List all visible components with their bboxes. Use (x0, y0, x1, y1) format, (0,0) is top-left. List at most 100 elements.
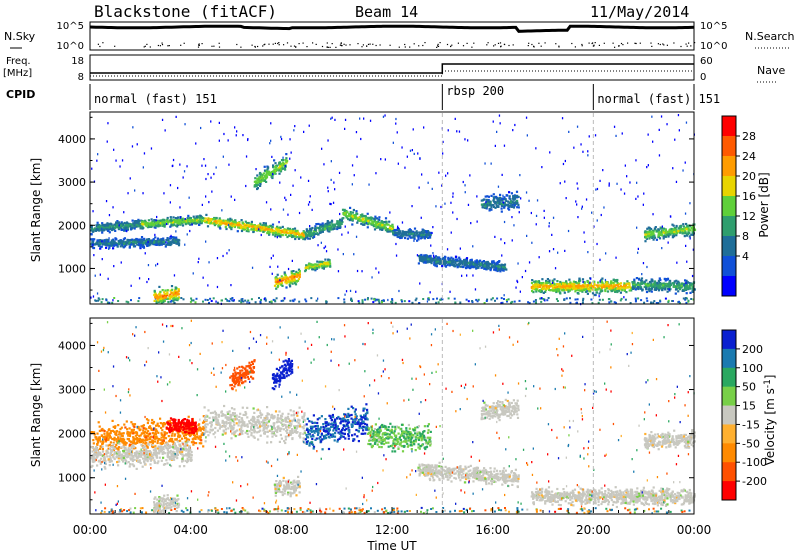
scatter-mark (501, 208, 503, 210)
scatter-mark (284, 274, 286, 276)
speckle-mark (581, 208, 582, 210)
nsearch-dot (345, 45, 346, 46)
scatter-mark (430, 258, 432, 260)
nsearch-dot (268, 44, 269, 45)
scatter-mark (312, 234, 314, 236)
scatter-mark (601, 284, 603, 286)
speckle-mark (205, 165, 206, 167)
scatter-mark (477, 267, 479, 269)
speckle-mark (577, 182, 578, 184)
speckle-mark (221, 209, 222, 211)
scatter-mark (504, 198, 506, 200)
scatter-mark (316, 227, 318, 229)
scatter-mark (371, 218, 373, 220)
speckle-mark (395, 118, 396, 120)
scatter-mark (625, 284, 627, 286)
nsearch-dot (528, 45, 529, 46)
speckle-mark (544, 210, 545, 212)
scatter-mark (258, 224, 260, 226)
speckle-mark (519, 174, 520, 176)
speckle-mark (310, 195, 311, 197)
nsearch-dot (198, 47, 199, 48)
speckle-mark (154, 234, 155, 236)
nsearch-dot (575, 46, 576, 47)
scatter-mark (336, 227, 338, 229)
scatter-mark (351, 223, 353, 225)
scatter-mark (295, 283, 297, 285)
speckle-mark (555, 267, 556, 269)
scatter-mark (138, 243, 140, 245)
scatter-mark (684, 286, 686, 288)
nsearch-dot (236, 44, 237, 45)
scatter-mark (321, 267, 323, 269)
scatter-mark (171, 289, 173, 291)
scatter-mark (175, 217, 177, 219)
nsearch-dot (145, 46, 146, 47)
scatter-mark (98, 297, 100, 299)
speckle-mark (92, 244, 93, 246)
speckle-mark (499, 115, 500, 117)
speckle-mark (236, 134, 237, 136)
scatter-mark (113, 241, 115, 243)
scatter-mark (270, 230, 272, 232)
nsearch-dot (279, 44, 280, 45)
nsearch-dot (328, 47, 329, 48)
speckle-mark (575, 200, 576, 202)
speckle-mark (605, 252, 606, 254)
scatter-mark (263, 222, 265, 224)
nsearch-dot (275, 43, 276, 44)
scatter-mark (201, 220, 203, 222)
scatter-mark (160, 300, 162, 302)
speckle-mark (353, 253, 354, 255)
scatter-mark (205, 218, 207, 220)
scatter-mark (328, 224, 330, 226)
scatter-mark (634, 282, 636, 284)
scatter-mark (409, 228, 411, 230)
scatter-mark (470, 266, 472, 268)
speckle-mark (113, 149, 114, 151)
nsearch-dot (294, 46, 295, 47)
scatter-mark (271, 301, 273, 303)
speckle-mark (614, 126, 615, 128)
scatter-mark (501, 211, 503, 213)
speckle-mark (527, 134, 528, 136)
speckle-mark (236, 130, 237, 132)
speckle-mark (615, 135, 616, 137)
scatter-mark (171, 240, 173, 242)
scatter-mark (170, 216, 172, 218)
scatter-mark (114, 227, 116, 229)
scatter-mark (367, 298, 369, 300)
scatter-mark (509, 195, 511, 197)
scatter-mark (251, 221, 253, 223)
scatter-mark (508, 191, 510, 193)
scatter-mark (571, 283, 573, 285)
speckle-mark (292, 260, 293, 262)
speckle-mark (513, 224, 514, 226)
scatter-mark (675, 280, 677, 282)
speckle-mark (502, 174, 503, 176)
scatter-mark (256, 174, 258, 176)
nsearch-dot (366, 45, 367, 46)
speckle-mark (440, 206, 441, 208)
scatter-mark (426, 255, 428, 257)
scatter-mark (459, 302, 461, 304)
scatter-mark (395, 234, 397, 236)
beam-title: Beam 14 (355, 3, 418, 21)
scatter-mark (673, 235, 675, 237)
scatter-mark (257, 181, 259, 183)
scatter-mark (172, 216, 174, 218)
scatter-mark (673, 225, 675, 227)
speckle-mark (552, 282, 553, 284)
scatter-mark (355, 212, 357, 214)
speckle-mark (339, 213, 340, 215)
scatter-mark (196, 298, 198, 300)
scatter-mark (215, 217, 217, 219)
speckle-mark (512, 129, 513, 131)
scatter-mark (92, 231, 94, 233)
scatter-mark (170, 292, 172, 294)
speckle-mark (476, 195, 477, 197)
scatter-mark (610, 284, 612, 286)
nsearch-dot (673, 42, 674, 43)
scatter-mark (242, 222, 244, 224)
scatter-mark (129, 246, 131, 248)
